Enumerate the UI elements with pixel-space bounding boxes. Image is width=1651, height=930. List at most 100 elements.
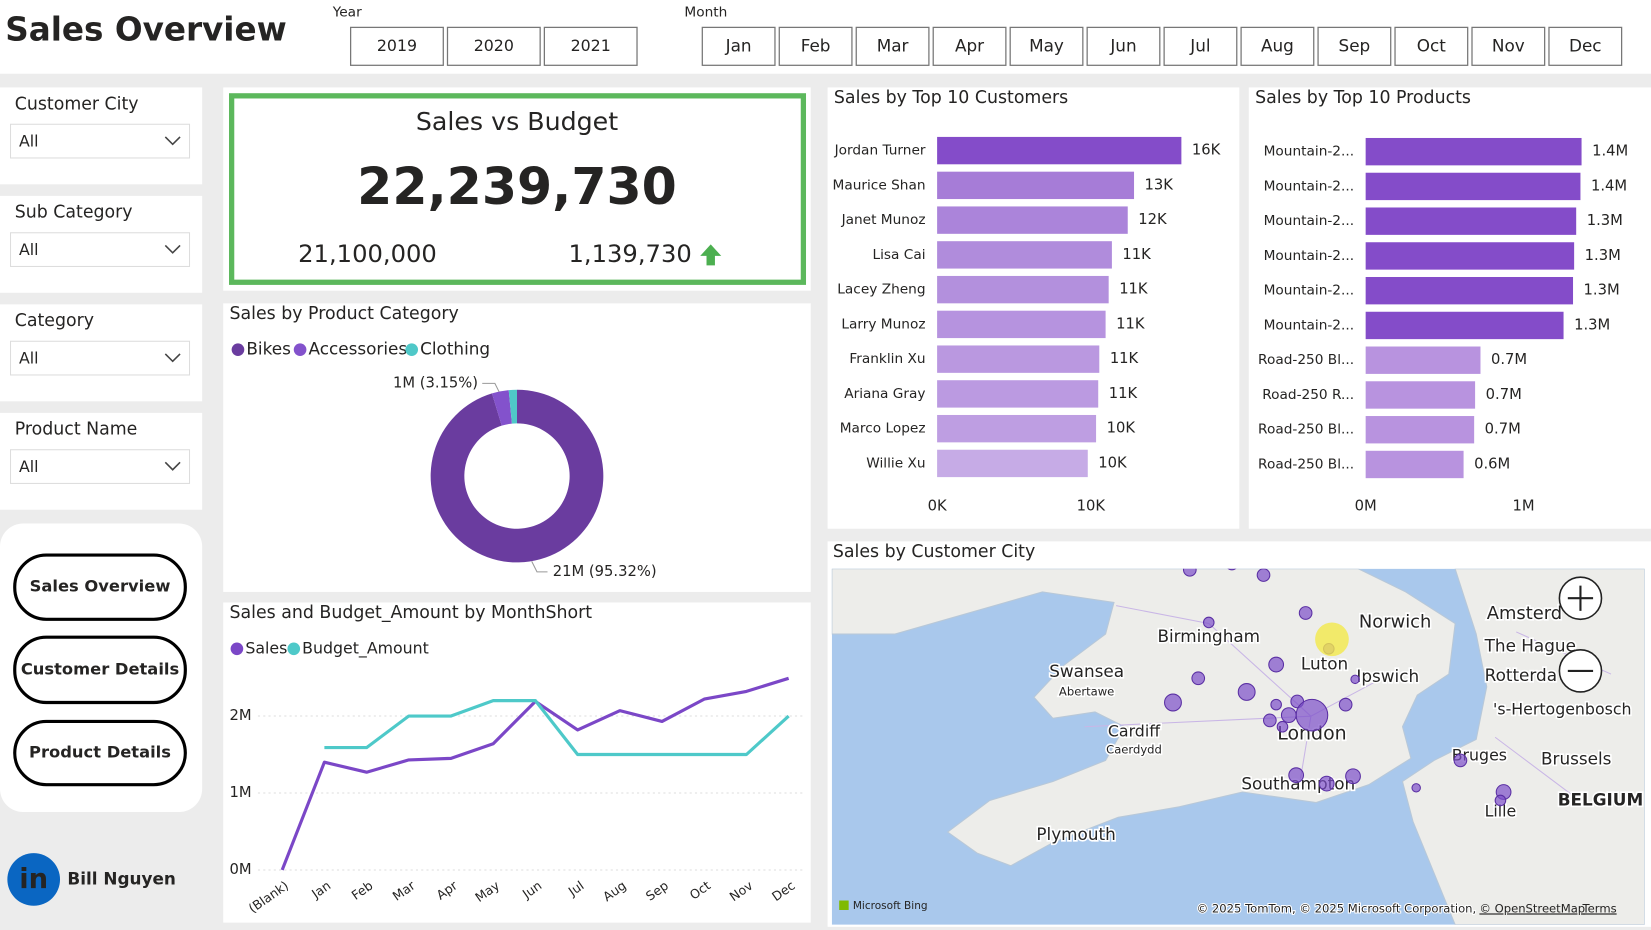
map-bubble[interactable] [1268,656,1285,673]
map-label: Birmingham [1157,626,1260,646]
filter-value: All [19,240,39,259]
bar [1365,416,1475,444]
map-bubble[interactable] [1237,683,1256,701]
chart-title: Sales by Top 10 Products [1255,88,1471,108]
bar [1365,137,1582,166]
bar [937,380,1099,408]
legend-marker [230,642,244,656]
bar [1365,207,1577,235]
y-tick-label: Ariana Gray [844,386,925,402]
map-bubble[interactable] [1494,794,1507,807]
filter-dropdown[interactable] [10,123,191,159]
month-button[interactable] [701,26,776,66]
y-tick-label: Road-250 Bl... [1258,456,1354,472]
map-bubble[interactable] [1276,720,1289,733]
map-bubble[interactable] [1345,768,1361,785]
nav-button[interactable] [13,553,187,621]
kpi-value: 22,239,730 [357,157,677,216]
filter-dropdown[interactable] [10,449,191,484]
nav-button-label: Customer Details [21,659,179,678]
map-osm-link[interactable]: © OpenStreetMap [1479,901,1585,915]
map-roads [1084,605,1612,801]
kpi-budget: 21,100,000 [298,240,437,268]
month-button[interactable] [1548,26,1623,66]
month-button[interactable] [1317,26,1392,66]
month-button-label: Sep [1339,35,1371,55]
map-bubble[interactable] [1191,671,1206,686]
map-land-britain [831,568,1456,867]
kpi-border [229,93,807,285]
legend-marker [287,642,301,656]
map-bubble[interactable] [1270,698,1282,711]
month-button[interactable] [1086,26,1161,66]
filter-dropdown[interactable] [10,340,191,376]
y-tick-label: Mountain-2... [1264,317,1354,333]
year-button[interactable] [543,26,638,66]
map-bubble[interactable] [1295,698,1329,732]
y-tick-label: Franklin Xu [849,351,925,367]
cursor-highlight [1315,622,1349,657]
leader-line [482,382,500,393]
bar [1365,381,1476,409]
data-label: 1.3M [1587,212,1623,229]
data-label: 21M (95.32%) [553,563,657,580]
data-label: 1.4M [1591,177,1627,194]
map-bubble[interactable] [1256,568,1271,582]
data-label: 1.3M [1584,282,1620,299]
y-tick-label: Jordan Turner [834,143,926,159]
bar [937,345,1100,373]
data-label: 11K [1109,385,1138,402]
map-bubble[interactable] [1298,606,1313,620]
nav-button-label: Product Details [29,743,171,762]
bar [1365,276,1574,305]
map-bubble[interactable] [1350,674,1360,685]
map-bubble[interactable] [1226,557,1239,571]
data-label: 11K [1122,246,1151,263]
month-button[interactable] [1471,26,1546,66]
bar [937,275,1109,304]
legend-label: Clothing [420,339,490,359]
y-tick-label: Lisa Cai [872,247,925,263]
map-bubble[interactable] [1288,767,1305,784]
map-bubble[interactable] [1182,563,1197,577]
month-button[interactable] [1394,26,1469,66]
year-button-label: 2019 [377,36,417,55]
nav-button[interactable] [13,719,187,787]
map-bubble[interactable] [1164,693,1182,712]
y-tick-label: Mountain-2... [1264,248,1354,264]
data-label: 10K [1098,454,1127,471]
map-bubble[interactable] [1338,697,1353,712]
year-button[interactable] [446,26,541,66]
map-bubble[interactable] [1453,753,1468,768]
map-bubble[interactable] [1202,616,1215,629]
dropdown-chevron [164,461,181,471]
year-button[interactable] [349,26,444,66]
month-button[interactable] [1163,26,1238,66]
month-button[interactable] [778,26,853,66]
zoom-icon [1567,585,1594,611]
map-label: Norwich [1359,611,1431,632]
month-button-label: Jan [725,35,752,55]
y-tick-label: 2M [230,707,252,724]
month-button[interactable] [932,26,1007,66]
chart-title: Sales by Product Category [230,304,459,324]
month-button-label: Dec [1569,35,1602,55]
data-label: 10K [1107,420,1136,437]
month-button[interactable] [855,26,930,66]
month-button[interactable] [1240,26,1315,66]
bar [937,310,1106,339]
map-bubble[interactable] [1318,775,1335,792]
linkedin-logo[interactable] [7,853,61,906]
leader-line [531,561,548,573]
map-label: Caerdydd [1106,742,1162,756]
nav-button[interactable] [13,635,187,705]
map-bubble[interactable] [1262,713,1277,728]
month-button[interactable] [1009,26,1084,66]
map-bubble[interactable] [1411,783,1421,793]
map-label: Plymouth [1036,824,1115,844]
map-terms-link[interactable]: Terms [1582,901,1617,915]
map-bubble[interactable] [1280,707,1297,724]
y-tick-label: Mountain-2... [1264,283,1354,299]
filter-dropdown[interactable] [10,232,191,267]
